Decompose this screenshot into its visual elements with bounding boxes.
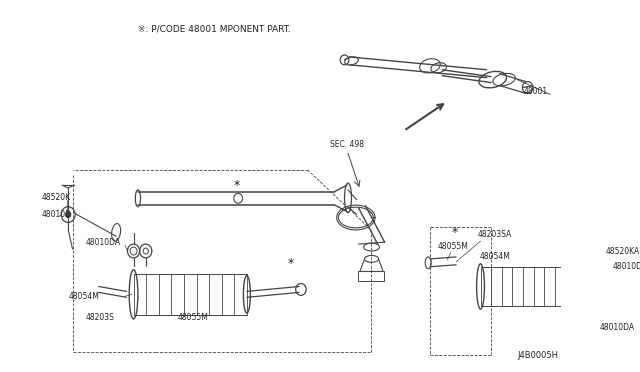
Bar [604,257,640,311]
Text: 48054M: 48054M [68,292,99,301]
Text: 48010DA: 48010DA [600,323,635,332]
Text: *: * [451,226,458,239]
Text: 48001: 48001 [524,87,548,96]
Text: 48055M: 48055M [438,241,468,251]
Circle shape [619,344,625,350]
Text: J4B0005H: J4B0005H [517,351,558,360]
Text: 48055M: 48055M [177,314,208,323]
Text: 48520KA: 48520KA [606,247,640,257]
Text: 48520K: 48520K [42,193,71,202]
Text: 48203S: 48203S [86,314,115,323]
Text: 48010D: 48010D [613,262,640,271]
Text: 48054M: 48054M [479,253,511,262]
Text: ※: P/CODE 48001 MPONENT PART.: ※: P/CODE 48001 MPONENT PART. [138,25,291,33]
Text: SEC. 498: SEC. 498 [330,140,364,149]
Text: 48010D: 48010D [42,210,72,219]
Circle shape [65,212,71,218]
Text: *: * [287,257,294,270]
Text: 48010DA: 48010DA [86,238,121,247]
Text: 48203SA: 48203SA [478,230,512,239]
Text: *: * [234,179,239,192]
Bar [358,271,384,280]
